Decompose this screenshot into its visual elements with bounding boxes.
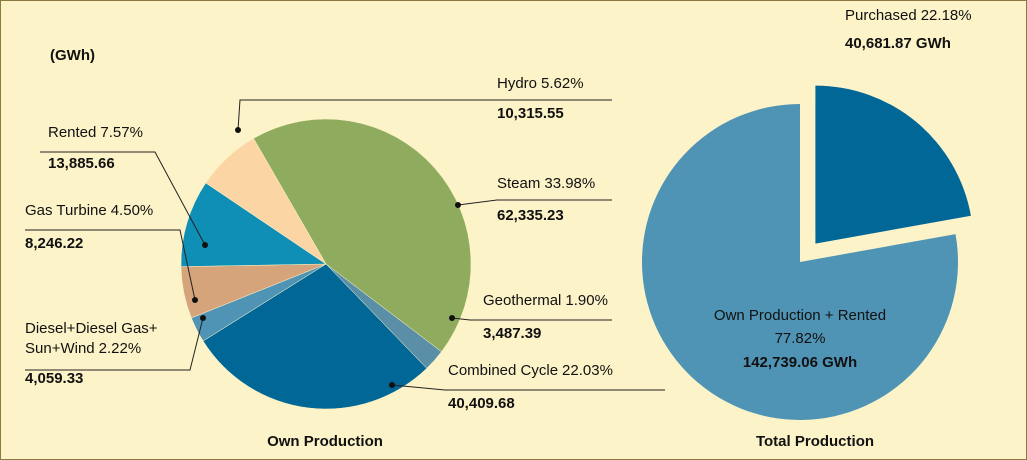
leader-line (457, 199, 612, 206)
percent-label: 22.18% (921, 7, 972, 24)
unit-label: (GWh) (50, 47, 95, 64)
leader-line (451, 317, 612, 321)
slice-label: Combined Cycle (448, 362, 558, 379)
chart-title: Total Production (756, 433, 874, 450)
value-label: 3,487.39 (483, 325, 541, 342)
value-label: 62,335.23 (497, 207, 564, 224)
percent-label: 4.50% (111, 202, 154, 219)
chart-title: Own Production (267, 433, 383, 450)
percent-label: 33.98% (544, 175, 595, 192)
slice-label: Diesel+Diesel Gas+ Sun+Wind (25, 320, 158, 357)
leader-dot (389, 382, 395, 388)
slice-label: Hydro (497, 75, 537, 92)
slice-label: Own Production + Rented (714, 307, 886, 324)
leader-dot (200, 315, 206, 321)
leader-line (237, 99, 612, 131)
pie-slice (815, 85, 971, 244)
leader-dot (235, 127, 241, 133)
pie-slice (641, 104, 958, 421)
value-label: 40,681.87 GWh (845, 35, 951, 52)
slice-label: Steam (497, 175, 540, 192)
pie-slice (180, 182, 327, 267)
leader-dot (192, 297, 198, 303)
slice-label: Rented (48, 124, 96, 141)
percent-label: 2.22% (99, 340, 142, 357)
value-label: 10,315.55 (497, 105, 564, 122)
leader-line (25, 229, 196, 301)
slice-label: Purchased (845, 7, 917, 24)
leader-dot (202, 242, 208, 248)
pie-slice (205, 138, 327, 265)
percent-label: 1.90% (565, 292, 608, 309)
slice-label: Geothermal (483, 292, 561, 309)
leader-line (25, 317, 204, 371)
value-label: 8,246.22 (25, 235, 83, 252)
leader-dot (455, 202, 461, 208)
value-label: 142,739.06 GWh (743, 354, 857, 371)
pie-slice (253, 118, 472, 353)
slice-label: Gas Turbine (25, 202, 107, 219)
pie-slice (202, 263, 428, 410)
leader-line (40, 151, 206, 246)
percent-label: 5.62% (541, 75, 584, 92)
value-label: 13,885.66 (48, 155, 115, 172)
value-label: 40,409.68 (448, 395, 515, 412)
percent-label: 77.82% (775, 330, 826, 347)
leader-dot (449, 315, 455, 321)
percent-label: 22.03% (562, 362, 613, 379)
leader-line (391, 384, 665, 391)
percent-label: 7.57% (100, 124, 143, 141)
value-label: 4,059.33 (25, 370, 83, 387)
